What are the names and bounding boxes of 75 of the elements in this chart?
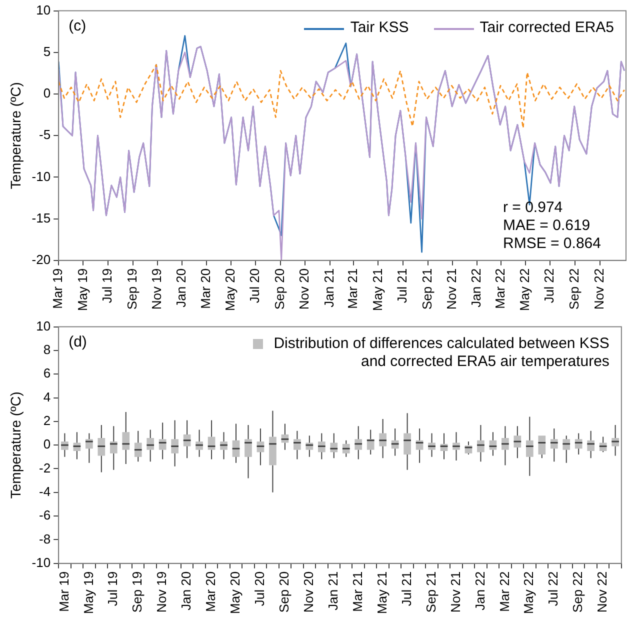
x-tick-label: Sep 21 [419,268,434,310]
annotation: (c) [68,17,86,34]
x-tick-label: May 21 [370,268,385,312]
x-tick-label: Sep 19 [130,571,145,613]
y-tick-label: -10 [32,168,51,184]
annotation: RMSE = 0.864 [503,235,601,252]
x-tick-label: Jul 21 [394,268,410,304]
y-tick-label: 0 [43,436,51,452]
x-tick-label: Jul 20 [252,571,268,606]
x-tick-label: Mar 22 [492,268,508,309]
x-tick-label: Jan 20 [174,268,189,308]
y-tick-label: 6 [43,366,51,381]
x-tick-label: Jan 22 [472,571,488,610]
x-tick-label: Jan 22 [468,268,484,308]
x-tick-label: Sep 22 [570,571,586,613]
y-tick-label: -5 [39,127,51,142]
x-tick-label: Jul 19 [99,268,114,304]
x-tick-label: May 19 [74,268,90,312]
x-tick-label: May 21 [374,571,390,614]
legend-label: Distribution of differences calculated between KSS and corrected ERA5 air temperatures [272,334,610,371]
x-tick-label: Jul 22 [542,268,557,304]
x-tick-label: Nov 20 [301,571,316,613]
y-tick-label: -2 [39,460,51,476]
x-tick-label: Jan 21 [321,268,336,308]
y-tick-label: 5 [43,44,51,59]
x-tick-label: Jul 20 [247,268,262,304]
line-series [58,64,626,129]
x-tick-label: May 20 [222,268,238,312]
y-tick-label: 10 [36,318,51,334]
x-tick-label: Nov 19 [154,571,170,613]
annotation: (d) [68,333,87,350]
x-tick-label: Jan 21 [325,571,340,610]
x-tick-label: Jul 22 [546,571,561,606]
legend-label: Tair KSS [350,18,409,37]
y-tick-label: -6 [39,508,51,523]
annotation: MAE = 0.619 [503,217,590,234]
x-tick-label: Sep 20 [272,268,288,310]
x-tick-label: Mar 21 [350,571,365,612]
x-tick-label: Nov 22 [591,268,606,310]
x-tick-label: Sep 22 [566,268,582,310]
y-tick-label: -4 [39,484,51,499]
x-tick-label: Mar 19 [56,571,72,612]
x-tick-label: Nov 20 [296,268,312,310]
y-axis-title: Temperature (ºC) [7,392,24,499]
y-tick-label: -8 [39,531,51,546]
x-tick-label: May 22 [517,268,532,312]
y-tick-label: 4 [43,389,51,404]
y-tick-label: -15 [32,210,51,226]
x-tick-label: Jul 19 [105,571,120,606]
x-tick-label: Mar 21 [345,268,360,309]
x-tick-label: Nov 19 [149,268,164,310]
annotation: r = 0.974 [503,199,563,216]
legend-label: Tair corrected ERA5 [480,18,614,37]
x-tick-label: May 22 [521,571,536,614]
x-tick-label: Sep 21 [423,571,438,613]
x-tick-label: Jan 20 [178,571,194,610]
x-tick-label: Mar 19 [50,268,66,309]
x-tick-label: Mar 20 [203,571,218,612]
x-tick-label: Jul 21 [398,571,414,606]
x-tick-label: Nov 21 [444,268,460,310]
y-tick-label: -20 [32,252,51,267]
x-tick-label: Mar 20 [198,268,213,309]
y-tick-label: 2 [43,413,51,428]
y-tick-label: 10 [36,2,51,18]
y-tick-label: -10 [32,554,51,570]
x-tick-label: Mar 22 [496,571,512,612]
x-tick-label: Sep 19 [124,268,140,310]
x-tick-label: May 20 [228,571,243,614]
y-tick-label: 8 [43,342,51,358]
y-tick-label: 0 [43,86,51,101]
x-tick-label: Sep 20 [276,571,292,613]
x-tick-label: Nov 21 [448,571,463,613]
x-tick-label: May 19 [80,571,96,614]
y-axis-title: Temperature (ºC) [7,82,24,190]
x-tick-label: Nov 22 [594,571,610,613]
